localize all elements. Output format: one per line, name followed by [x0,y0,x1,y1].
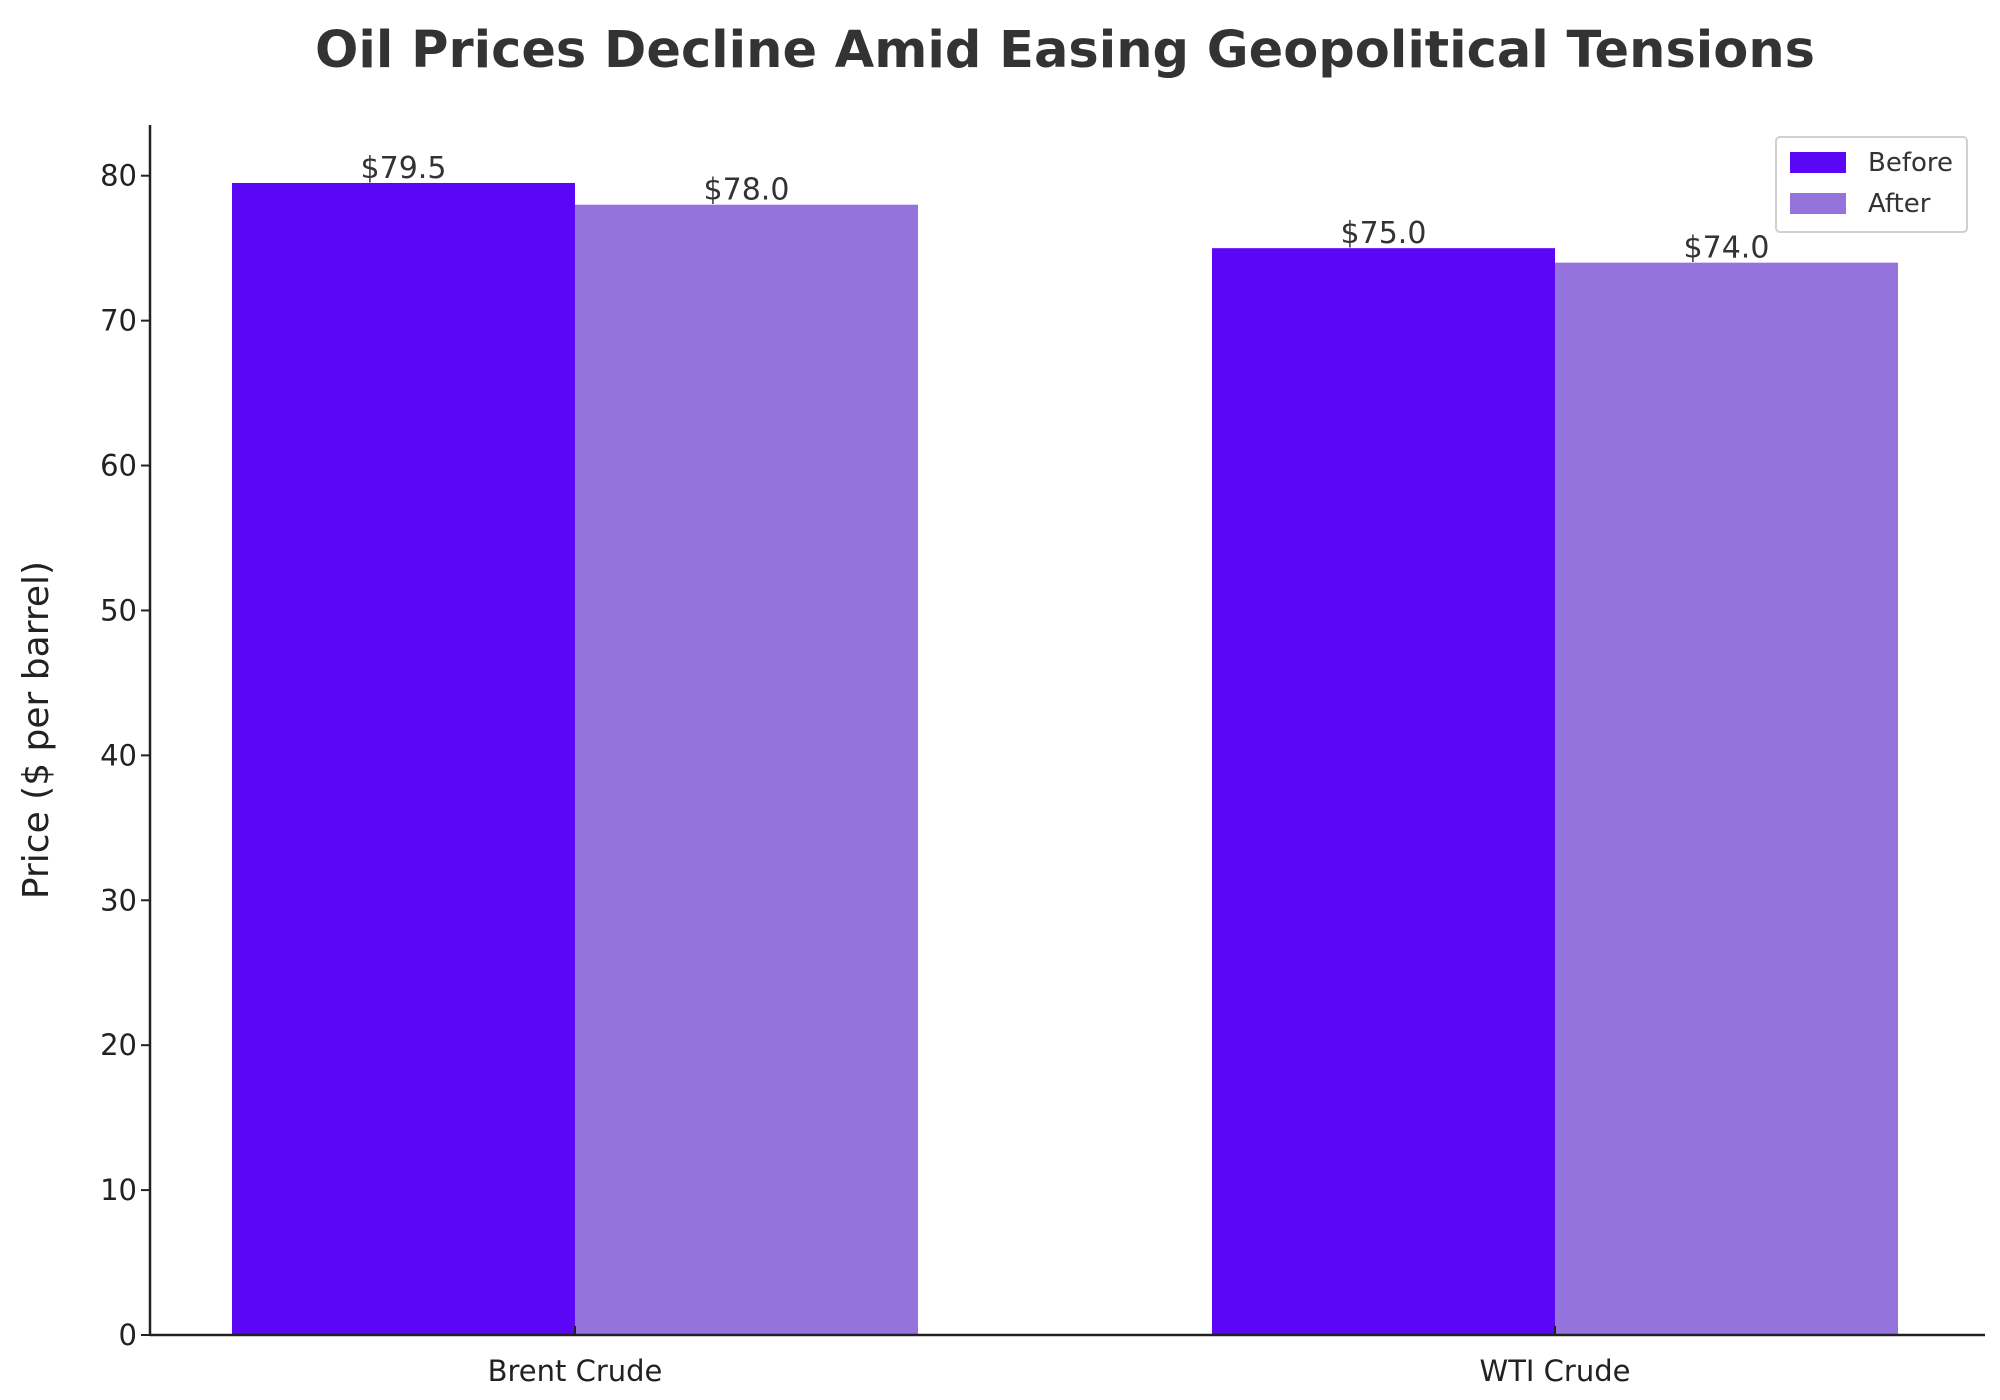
y-tick-label: 10 [100,1173,137,1207]
y-tick-label: 60 [100,449,137,483]
data-label-before-1: $75.0 [1341,216,1427,251]
bar-before-0 [232,182,575,1335]
data-label-before-0: $79.5 [361,151,447,186]
y-tick-label: 50 [100,593,137,627]
bar-after-1 [1555,262,1898,1335]
bar-before-1 [1212,248,1555,1336]
legend-label-before: Before [1868,148,1953,178]
data-label-after-0: $78.0 [704,173,790,208]
y-tick-label: 80 [100,159,137,193]
legend-swatch-after [1790,193,1846,214]
y-tick-label: 30 [100,883,137,917]
legend-swatch-before [1790,152,1846,173]
legend-label-after: After [1868,189,1931,219]
y-tick-label: 70 [100,304,137,338]
chart-title: Oil Prices Decline Amid Easing Geopoliti… [315,21,1815,80]
y-tick-label: 20 [100,1028,137,1062]
x-tick-label: Brent Crude [488,1354,663,1388]
y-tick-label: 40 [100,738,137,772]
data-label-after-1: $74.0 [1684,231,1770,266]
plot-area: $79.5 $75.0 $78.0 $74.0 0 10 20 30 40 50 60 70 80 Bre… [100,125,1985,1388]
bar-after-0 [575,204,918,1336]
y-axis-label: Price ($ per barrel) [16,561,57,899]
x-tick-label: WTI Crude [1480,1354,1631,1388]
y-tick-label: 0 [119,1318,137,1352]
